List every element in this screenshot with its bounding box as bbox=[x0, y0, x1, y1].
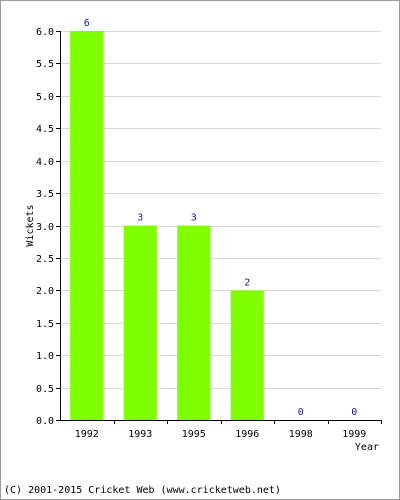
y-tick-label: 1.0 bbox=[36, 351, 54, 362]
data-label: 3 bbox=[191, 213, 197, 224]
y-tick-labels: 0.0 0.5 1.0 1.5 2.0 2.5 3.0 3.5 4.0 4.5 5.0 5.5 6.0 bbox=[36, 27, 54, 427]
bar bbox=[177, 225, 211, 420]
bar bbox=[123, 225, 157, 420]
x-tick-label: 1996 bbox=[235, 429, 259, 440]
y-tick-label: 0.5 bbox=[36, 384, 54, 395]
y-tick-label: 4.5 bbox=[36, 124, 54, 135]
y-tick-label: 0.0 bbox=[36, 416, 54, 427]
y-tick-label: 5.0 bbox=[36, 92, 54, 103]
data-label: 3 bbox=[137, 213, 143, 224]
x-axis-title: Year bbox=[355, 442, 379, 453]
x-tick-labels: 1992 1993 1995 1996 1998 1999 bbox=[75, 429, 367, 440]
y-tick-label: 3.0 bbox=[36, 222, 54, 233]
x-tick-label: 1993 bbox=[128, 429, 152, 440]
y-tick-label: 3.5 bbox=[36, 189, 54, 200]
y-axis-title: Wickets bbox=[25, 204, 36, 246]
data-label: 6 bbox=[84, 18, 90, 29]
x-tick-label: 1992 bbox=[75, 429, 99, 440]
y-tick-label: 2.0 bbox=[36, 286, 54, 297]
data-labels: 6 3 3 2 0 0 bbox=[84, 18, 358, 418]
data-label: 0 bbox=[351, 407, 357, 418]
y-tick-label: 5.5 bbox=[36, 59, 54, 70]
bars bbox=[70, 31, 264, 420]
x-tick-label: 1999 bbox=[342, 429, 366, 440]
y-tick-label: 2.5 bbox=[36, 254, 54, 265]
y-tick-label: 1.5 bbox=[36, 319, 54, 330]
axes bbox=[56, 31, 382, 424]
data-label: 2 bbox=[244, 277, 250, 288]
grid-lines bbox=[60, 31, 381, 389]
y-tick-label: 4.0 bbox=[36, 157, 54, 168]
bar bbox=[70, 31, 104, 420]
x-tick-label: 1998 bbox=[289, 429, 313, 440]
data-label: 0 bbox=[298, 407, 304, 418]
copyright-footer: (C) 2001-2015 Cricket Web (www.cricketwe… bbox=[4, 485, 281, 496]
y-tick-label: 6.0 bbox=[36, 27, 54, 38]
x-tick-label: 1995 bbox=[182, 429, 206, 440]
bar bbox=[230, 290, 264, 420]
